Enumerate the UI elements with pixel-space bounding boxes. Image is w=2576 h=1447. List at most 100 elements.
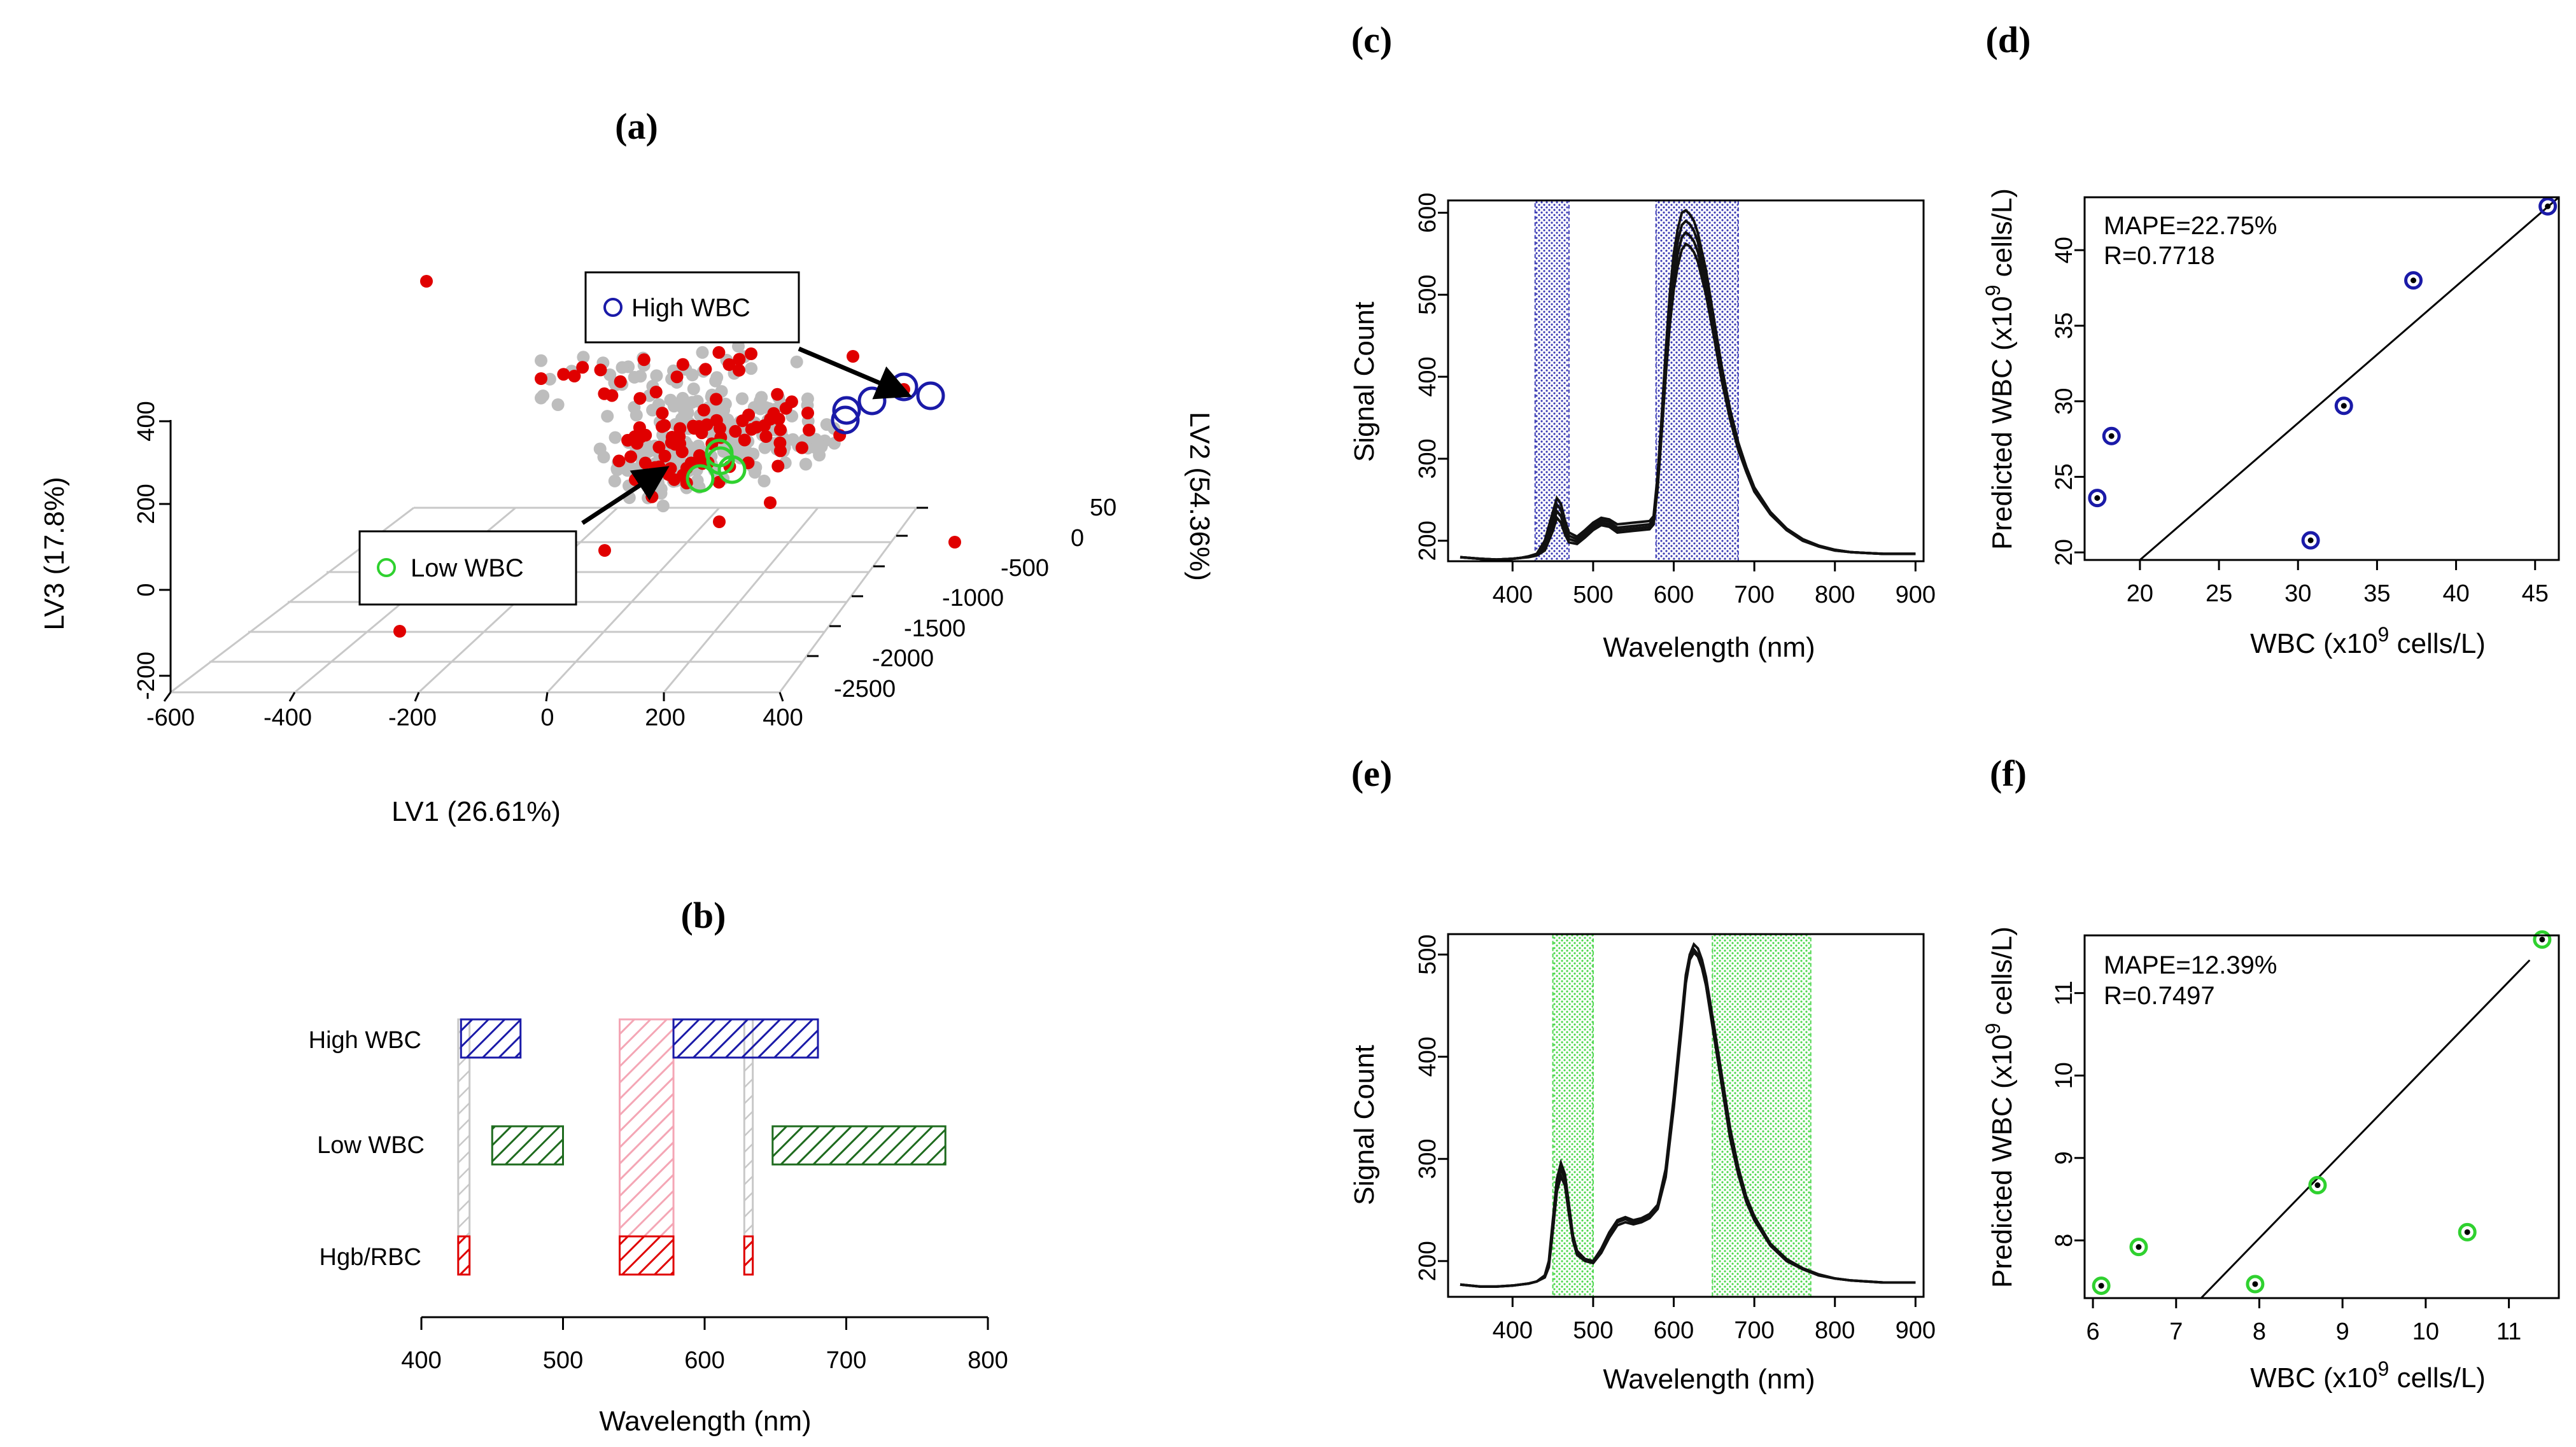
panel-c: (c) 400 500 600 700 800 900 200 300 400 500 600 Wa… <box>1349 19 1936 663</box>
panel-a-x-ticks: -600 -400 -200 0 200 400 <box>146 704 803 731</box>
tick-label: 8 <box>2253 1318 2266 1345</box>
panel-e: (e) 400 500 600 700 800 900 200 300 400 500 Wavel… <box>1349 753 1936 1395</box>
point-red <box>598 544 611 557</box>
plot-frame <box>1447 199 1925 563</box>
panel-f-xlabel: WBC (x109 cells/L) <box>2250 1357 2486 1394</box>
arrow-high-wbc <box>798 346 912 400</box>
panel-c-plot: 400 500 600 700 800 900 200 300 400 500 600 <box>1414 193 1936 608</box>
point-gray <box>745 362 758 375</box>
point-high-wbc <box>831 405 860 435</box>
tick-label: -400 <box>264 704 312 731</box>
point-gray <box>749 466 761 479</box>
point-gray <box>646 403 659 417</box>
xlabel-tail: cells/L) <box>2389 628 2486 659</box>
point-red <box>801 407 814 420</box>
tick-label: 200 <box>133 484 160 524</box>
plot-frame <box>2083 196 2560 561</box>
point-red <box>645 490 659 503</box>
panel-b-x-axis: 400 500 600 700 800 <box>401 1316 1008 1374</box>
interval-bar <box>771 1125 947 1166</box>
panel-d-xlabel: WBC (x109 cells/L) <box>2250 623 2486 659</box>
point-red <box>695 426 708 440</box>
point-red <box>557 368 570 381</box>
tick-label: 200 <box>645 704 685 731</box>
tick-label: -1000 <box>942 585 1004 612</box>
interval-bar <box>743 1235 754 1276</box>
point-red <box>576 361 589 374</box>
series-line <box>1460 942 1916 1288</box>
point-red <box>393 625 406 638</box>
panel-f-label: (f) <box>1990 753 2027 794</box>
point-red <box>612 454 626 468</box>
panel-e-ylabel: Signal Count <box>1349 1045 1380 1205</box>
tick-label: 200 <box>1414 521 1441 561</box>
ylabel-sup: 9 <box>1981 1023 2004 1035</box>
tick-label: 25 <box>2051 463 2078 490</box>
point-red <box>594 363 607 377</box>
xlabel-main: WBC (x10 <box>2250 1362 2377 1394</box>
interval-bar <box>672 1018 819 1059</box>
data-point-center <box>2411 277 2417 284</box>
tick-label: 9 <box>2051 1151 2078 1164</box>
tick-label: -1500 <box>904 615 966 642</box>
panel-c-xlabel: Wavelength (nm) <box>1603 632 1815 663</box>
point-red <box>803 423 815 437</box>
point-gray <box>601 410 614 423</box>
point-gray <box>696 346 709 359</box>
panel-d-r: R=0.7718 <box>2104 242 2215 270</box>
panel-a-y-ticks: 400 200 0 -200 <box>133 401 160 700</box>
panel-e-plot: 400 500 600 700 800 900 200 300 400 500 <box>1414 933 1936 1344</box>
point-red <box>633 392 647 405</box>
point-gray <box>650 369 663 382</box>
point-gray <box>664 393 677 407</box>
tick-label: 40 <box>2442 580 2469 607</box>
tick-label: 500 <box>1414 934 1441 974</box>
point-gray <box>786 433 799 446</box>
point-gray <box>608 474 621 487</box>
plot-frame <box>1447 933 1925 1298</box>
point-red <box>697 403 710 417</box>
panel-a-depth-ticks: 50 0 -500 -1000 -1500 -2000 -2500 <box>834 494 1116 703</box>
tick-label: 400 <box>1493 582 1533 608</box>
point-red <box>624 450 637 463</box>
point-red <box>637 353 651 367</box>
tick-label: 0 <box>1071 525 1084 552</box>
legend-low-wbc-marker <box>377 558 396 577</box>
tick-label: 45 <box>2522 580 2549 607</box>
point-red <box>774 444 787 458</box>
panel-f-plot: 6 7 8 9 10 11 8 9 10 11 <box>2051 930 2560 1345</box>
point-gray <box>815 440 828 453</box>
tick-label: 700 <box>1734 1317 1774 1344</box>
data-point-center <box>2545 203 2551 209</box>
panel-b-category-labels: High WBC Low WBC Hgb/RBC <box>309 1027 425 1271</box>
ylabel-sup: 9 <box>1981 285 2004 297</box>
tick-label: 400 <box>1414 356 1441 396</box>
point-gray <box>630 409 643 422</box>
point-red <box>535 372 547 385</box>
tick-label: 300 <box>1414 438 1441 479</box>
point-gray <box>551 398 565 411</box>
panel-a-x-ticks-marks <box>163 692 784 702</box>
point-red <box>745 347 757 360</box>
point-red <box>664 462 677 475</box>
tick-label: 800 <box>1815 1317 1855 1344</box>
point-gray <box>577 351 590 364</box>
panel-d-ylabel: Predicted WBC (x109 cells/L) <box>1981 188 2018 550</box>
panel-a-ylabel: LV3 (17.8%) <box>39 477 70 630</box>
tick-label: 10 <box>2051 1062 2078 1089</box>
ylabel-tail: cells/L) <box>1987 926 2018 1023</box>
legend-high-wbc-marker <box>603 298 623 317</box>
data-point <box>2334 396 2353 416</box>
band <box>1655 200 1739 562</box>
tick-label: 35 <box>2363 580 2390 607</box>
point-red <box>693 449 706 462</box>
arrow-low-wbc <box>581 466 670 525</box>
data-point <box>2246 1275 2265 1294</box>
data-point <box>2538 197 2558 216</box>
plot-frame <box>2083 934 2560 1299</box>
series-line <box>1460 242 1916 561</box>
panel-b-xlabel: Wavelength (nm) <box>599 1406 811 1437</box>
point-red <box>699 363 712 376</box>
